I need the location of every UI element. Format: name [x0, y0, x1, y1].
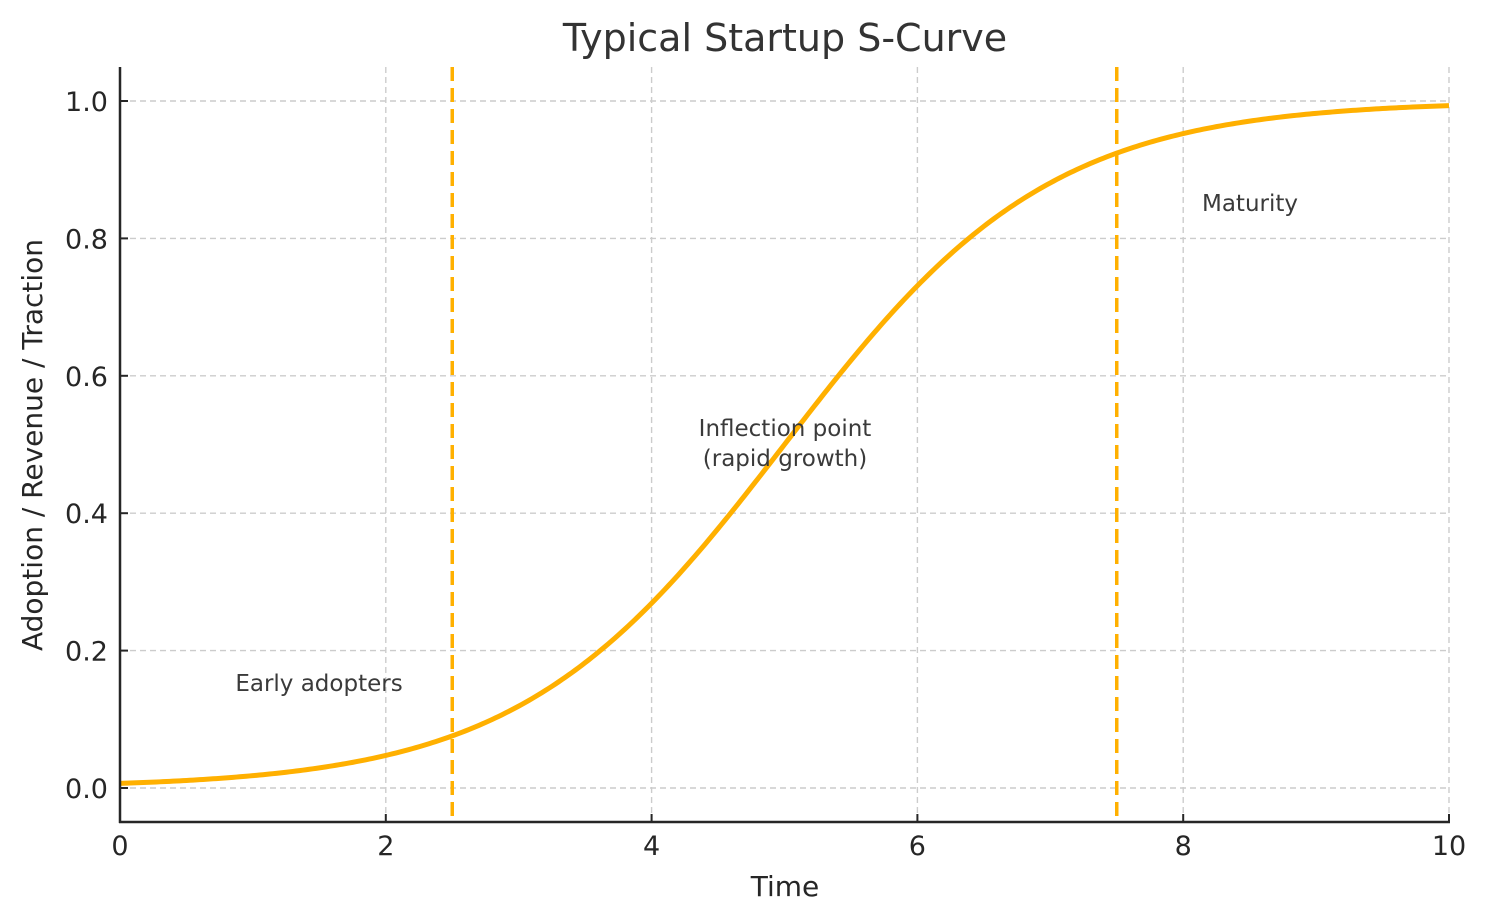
chart-title: Typical Startup S-Curve [562, 16, 1007, 60]
annotation-inflection-point: Inflection point [699, 416, 872, 442]
y-tick-label: 0.8 [65, 224, 108, 255]
y-tick-label: 0.0 [65, 774, 108, 805]
grid-lines [119, 67, 1450, 822]
y-tick-label: 1.0 [65, 87, 108, 118]
x-tick-label: 0 [111, 831, 128, 862]
x-tick-labels: 0 2 4 6 8 10 [111, 831, 1466, 862]
x-tick-label: 2 [377, 831, 394, 862]
x-tick-label: 8 [1175, 831, 1192, 862]
annotation-inflection-subtitle: (rapid growth) [703, 446, 867, 472]
y-tick-label: 0.4 [65, 499, 108, 530]
axis-ticks [119, 100, 1450, 822]
x-tick-label: 10 [1432, 831, 1466, 862]
annotation-maturity: Maturity [1202, 191, 1298, 217]
s-curve-line [119, 103, 1450, 786]
annotation-early-adopters: Early adopters [235, 671, 402, 697]
y-axis-label: Adoption / Revenue / Traction [16, 239, 49, 651]
y-tick-label: 0.6 [65, 362, 108, 393]
x-axis-label: Time [750, 870, 820, 903]
axes-spines [118, 67, 1450, 824]
y-tick-label: 0.2 [65, 637, 108, 668]
y-tick-labels: 0.0 0.2 0.4 0.6 0.8 1.0 [65, 87, 108, 805]
x-tick-label: 4 [643, 831, 660, 862]
x-tick-label: 6 [909, 831, 926, 862]
